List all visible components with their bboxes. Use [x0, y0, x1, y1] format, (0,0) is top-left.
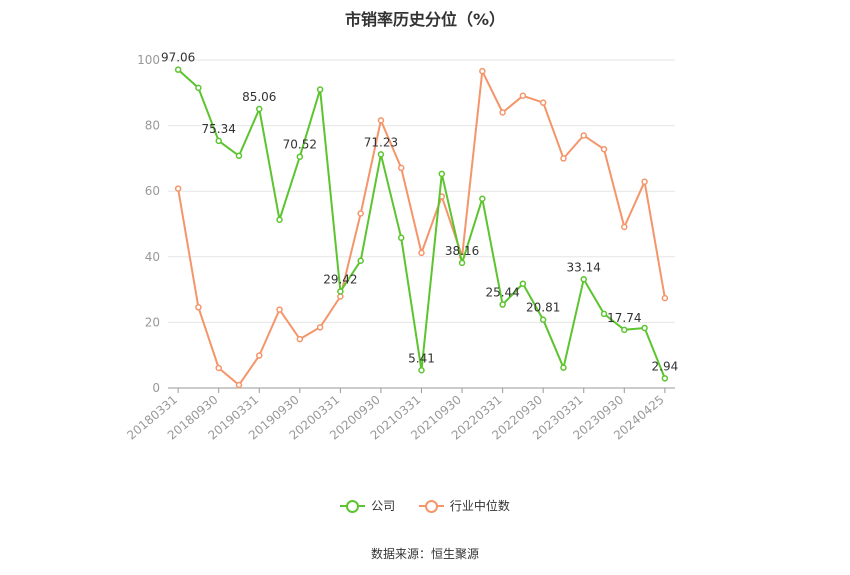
data-point: [215, 364, 222, 372]
data-point: [539, 316, 547, 323]
line-chart: 0204060801002018033120180930201903312019…: [124, 51, 678, 443]
data-label: 70.52: [283, 138, 317, 152]
series-layer: [174, 66, 669, 389]
data-point: [479, 67, 486, 75]
data-point: [195, 84, 202, 92]
data-point: [316, 86, 324, 93]
data-point: [195, 304, 202, 311]
chart-title: 市销率历史分位（%）: [344, 10, 506, 29]
data-label: 71.23: [364, 135, 398, 149]
data-point: [560, 364, 567, 371]
data-point: [215, 137, 222, 145]
data-point: [600, 145, 608, 153]
data-label: 85.06: [242, 90, 276, 104]
series-line: [177, 70, 666, 386]
legend-line-circle-icon: [340, 499, 366, 513]
data-point: [499, 301, 506, 308]
data-point: [256, 352, 263, 359]
data-label-layer: 97.06 75.34 85.06 70.52 29.42 71.23 5.41 38.16 2…: [161, 51, 678, 374]
data-point: [600, 310, 608, 318]
data-point: [661, 375, 669, 382]
data-label: 20.81: [526, 301, 560, 315]
legend-label: 行业中位数: [449, 499, 510, 513]
data-point: [397, 234, 405, 242]
data-point: [661, 294, 669, 302]
data-point: [377, 151, 385, 158]
data-label: 33.14: [567, 260, 601, 274]
data-label: 5.41: [408, 351, 435, 365]
data-point: [276, 216, 283, 223]
data-point: [539, 99, 547, 106]
data-point: [316, 324, 324, 331]
data-label: 25.44: [485, 286, 519, 300]
data-point: [458, 259, 466, 267]
data-point: [357, 210, 364, 217]
data-point: [357, 257, 364, 264]
legend-line-circle-icon: [418, 499, 444, 513]
data-point: [174, 185, 182, 192]
legend-label: 公司: [371, 499, 396, 513]
data-point: [337, 288, 344, 295]
data-label: 2.94: [652, 359, 679, 373]
data-point: [235, 152, 243, 160]
data-point: [438, 170, 446, 178]
data-point: [397, 164, 405, 172]
data-point: [641, 178, 648, 185]
data-point: [519, 92, 527, 100]
data-label: 29.42: [323, 273, 357, 287]
source-note: 数据来源：恒生聚源: [370, 547, 479, 561]
data-label: 38.16: [445, 244, 479, 258]
y-tick-label: 40: [145, 250, 160, 264]
data-point: [580, 276, 587, 283]
data-label: 17.74: [607, 311, 641, 325]
data-point: [276, 306, 283, 313]
y-tick-label: 20: [145, 315, 160, 329]
data-point: [235, 381, 243, 389]
legend: 公司 行业中位数: [0, 497, 850, 516]
data-label: 97.06: [161, 51, 195, 65]
data-point: [174, 66, 182, 73]
data-point: [641, 324, 648, 332]
data-point: [296, 153, 304, 160]
data-point: [418, 249, 425, 257]
data-point: [499, 109, 506, 116]
data-label: 75.34: [202, 122, 236, 136]
data-point: [621, 326, 628, 334]
y-tick-label: 100: [137, 53, 160, 67]
data-point: [519, 280, 527, 287]
data-point: [580, 132, 587, 139]
data-point: [560, 155, 567, 162]
data-point: [377, 117, 385, 124]
data-point: [479, 195, 486, 202]
y-tick-label: 80: [145, 119, 160, 133]
y-tick-label: 0: [152, 381, 160, 395]
data-point: [296, 335, 304, 343]
series-line: [177, 68, 666, 379]
grid-layer: [168, 59, 675, 323]
data-point: [256, 105, 263, 113]
legend-item-company[interactable]: 公司: [340, 497, 395, 514]
data-point: [621, 223, 628, 231]
data-point: [418, 367, 425, 374]
y-tick-label: 60: [145, 184, 160, 198]
legend-item-industry-median[interactable]: 行业中位数: [418, 497, 510, 514]
